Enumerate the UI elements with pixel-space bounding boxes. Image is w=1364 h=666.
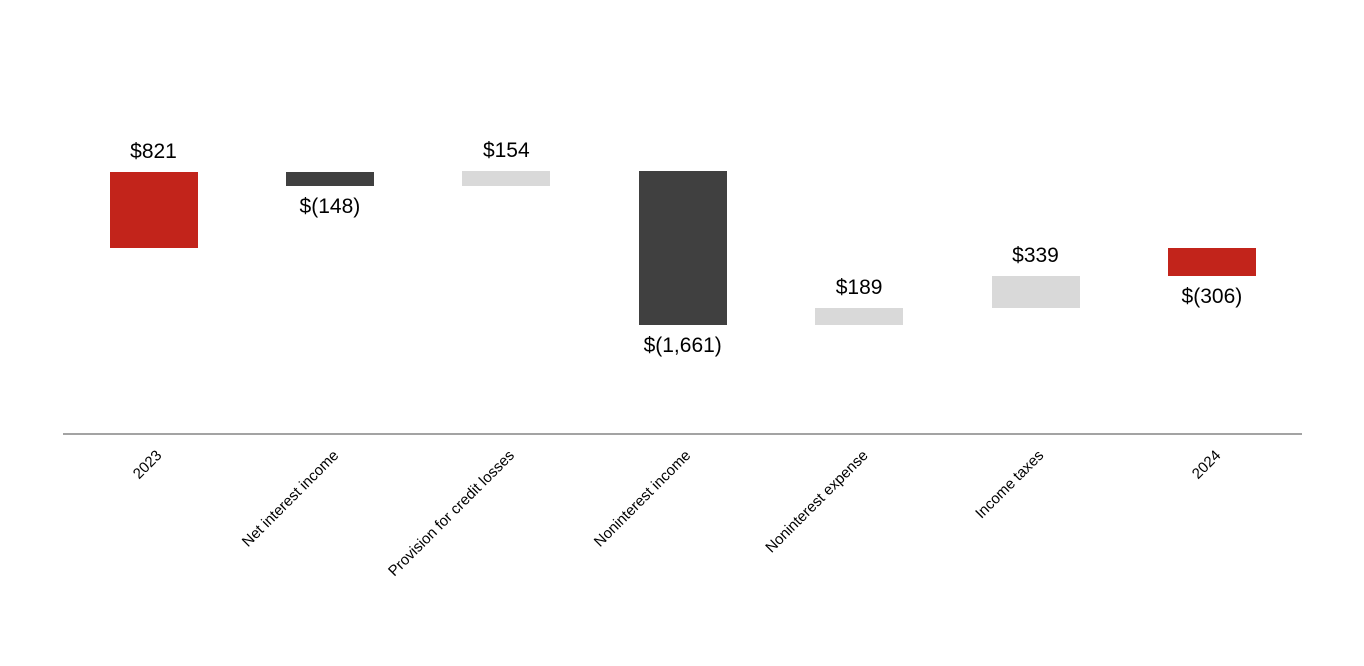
bar-value-label-2023: $821	[130, 139, 177, 163]
bar-value-label-provision-for-credit-losses: $154	[482, 139, 530, 163]
bar-value-label-net-interest-income: $(148)	[299, 194, 361, 218]
bar-value-label-noninterest-expense: $189	[835, 275, 883, 299]
bar-noninterest-income	[638, 171, 727, 326]
x-axis-label-income-taxes: Income taxes	[972, 447, 1048, 523]
bar-net-interest-income	[285, 171, 374, 186]
x-axis-label-2024: 2024	[1188, 447, 1224, 483]
x-axis-label-net-interest-income: Net interest income	[238, 447, 342, 551]
bar-value-label-2024: $(306)	[1181, 285, 1243, 309]
bar-provision-for-credit-losses	[462, 171, 551, 186]
bar-2023	[109, 171, 198, 248]
bar-value-label-income-taxes: $339	[1012, 244, 1059, 268]
x-axis-line	[63, 433, 1302, 435]
x-axis-label-provision-for-credit-losses: Provision for credit losses	[385, 447, 519, 580]
x-axis-label-noninterest-expense: Noninterest expense	[761, 447, 872, 557]
bar-noninterest-expense	[815, 307, 904, 326]
bar-value-label-noninterest-income: $(1,661)	[643, 334, 722, 358]
x-axis-label-noninterest-income: Noninterest income	[591, 447, 695, 551]
x-axis-label-2023: 2023	[129, 447, 166, 483]
bar-income-taxes	[991, 276, 1080, 308]
bar-2024	[1167, 248, 1256, 277]
